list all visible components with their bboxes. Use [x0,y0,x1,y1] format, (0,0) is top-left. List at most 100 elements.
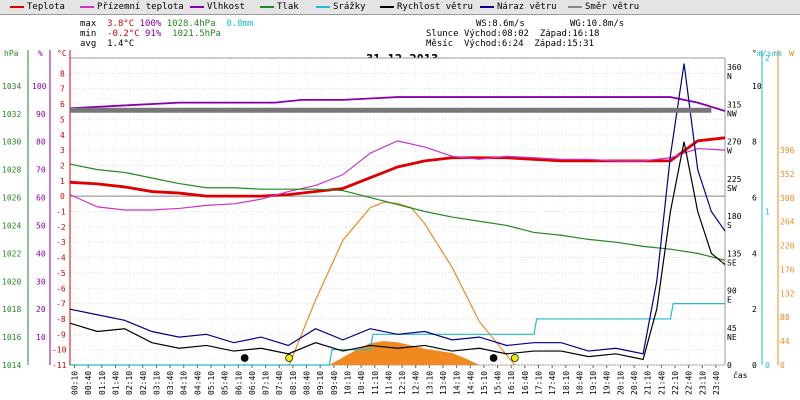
min-pressure: 1021.5hPa [172,29,221,39]
x-tick-label: 16:40 [521,371,530,395]
wm-tick-label: 176 [780,265,795,274]
dir-tick-label: NW [727,109,737,118]
temp-tick-label: -2 [56,223,66,232]
pct-tick-label: 90 [36,110,46,119]
x-tick-label: 05:40 [221,371,230,395]
legend-swatch [480,6,494,8]
x-tick-label: 21:40 [657,371,666,395]
x-tick-label: 00:10 [71,371,80,395]
stats-max-row: max 3.8°C 100% 1028.4hPa 0.8mm [80,19,254,29]
series-line-n-raz-v-tru [69,63,726,355]
legend-item-rychlost-vetru: Rychlost větru [380,2,473,12]
x-tick-label: 18:40 [575,371,584,395]
temp-tick-label: 7 [60,85,65,94]
x-tick-label: 20:40 [630,371,639,395]
min-humidity: 91% [145,29,162,39]
x-tick-label: 00:40 [84,371,93,395]
x-tick-label: 09:40 [330,371,339,395]
x-tick-label: 04:40 [193,371,202,395]
ms-tick-label: 8 [752,138,757,147]
axis-label-mm: mm [772,49,782,58]
hpa-tick-label: 1034 [2,82,21,91]
min-temp: -0.2°C [107,29,140,39]
ms-tick-label: 6 [752,194,757,203]
pct-tick-label: 50 [36,221,46,230]
temp-tick-label: 4 [60,131,65,140]
series-line-tlak [69,163,726,261]
x-tick-label: 06:10 [234,371,243,395]
x-tick-label: 03:10 [152,371,161,395]
x-tick-label: 15:10 [480,371,489,395]
marker-moon-rise [240,354,249,362]
legend-item-tlak: Tlak [260,2,299,12]
x-tick-label: 08:10 [289,371,298,395]
ms-tick-label: 10 [752,82,762,91]
temp-tick-label: -3 [56,238,66,247]
x-tick-label: 09:10 [316,371,325,395]
temp-tick-label: -5 [56,269,66,278]
max-humidity: 100% [139,19,162,29]
hpa-tick-label: 1016 [2,333,21,342]
x-tick-label: 14:10 [453,371,462,395]
hpa-tick-label: 1014 [2,361,21,370]
wm-tick-label: 88 [780,313,790,322]
x-tick-label: 19:40 [603,371,612,395]
wm-tick-label: 264 [780,218,795,227]
mm-tick-label: 0 [765,361,770,370]
mm-tick-label: 2 [765,54,770,63]
hpa-tick-label: 1026 [2,194,21,203]
x-tick-label: 04:10 [180,371,189,395]
temp-tick-label: 5 [60,115,65,124]
dir-tick-label: 315 [727,100,742,109]
x-tick-label: 17:40 [548,371,557,395]
pct-tick-label: 60 [36,194,46,203]
legend-swatch [190,6,204,8]
x-tick-label: 20:10 [616,371,625,395]
legend-bar: Teplota Přízemní teplota Vlhkost Tlak Sr… [0,0,800,15]
dir-tick-label: SW [727,184,737,193]
axis-label-wm: W [789,49,794,58]
marker-moon-set [489,354,498,362]
ms-tick-label: 2 [752,305,757,314]
x-tick-label: 14:40 [466,371,475,395]
axis-label-temp: °C [57,49,67,58]
x-tick-label: 13:10 [425,371,434,395]
x-tick-label: 15:40 [494,371,503,395]
stats-wg: WG:10.8m/s [570,19,625,29]
series-line-p-zemn-teplota [69,140,726,211]
legend-swatch [316,6,330,8]
x-tick-label: 08:40 [303,371,312,395]
series-line-vlhkost [69,96,726,112]
pct-tick-label: 80 [36,138,46,147]
max-pressure: 1028.4hPa [166,19,216,29]
temp-tick-label: -1 [56,208,66,217]
x-tick-label: 02:40 [139,371,148,395]
pct-tick-label: 70 [36,166,46,175]
temp-tick-label: -4 [56,254,66,263]
x-tick-label: 22:10 [671,371,680,395]
wm-tick-label: 0 [780,361,785,370]
sun-row: Slunce Východ:08:02 Západ:16:18 [426,29,600,39]
pct-tick-label: 10 [36,333,46,342]
temp-tick-label: 6 [60,100,65,109]
x-tick-label: 11:10 [371,371,380,395]
x-tick-label: 18:10 [562,371,571,395]
temp-tick-label: -11 [52,361,67,370]
temp-tick-label: -9 [56,330,66,339]
stats-avg-row: avg 1.4°C [80,39,135,49]
dir-tick-label: 135 [727,249,742,258]
legend-item-teplota: Teplota [10,2,65,12]
ms-tick-label: 0 [752,361,757,370]
temp-tick-label: -10 [52,346,67,355]
x-tick-label: 01:10 [98,371,107,395]
axis-label-ms: m/s [757,49,772,58]
x-tick-label: 10:10 [343,371,352,395]
hpa-tick-label: 1024 [2,221,21,230]
x-tick-label: 13:40 [439,371,448,395]
wm-tick-label: 352 [780,170,795,179]
dir-tick-label: SE [727,258,737,267]
temp-tick-label: 3 [60,146,65,155]
temp-tick-label: 0 [60,192,65,201]
hpa-tick-label: 1020 [2,277,21,286]
